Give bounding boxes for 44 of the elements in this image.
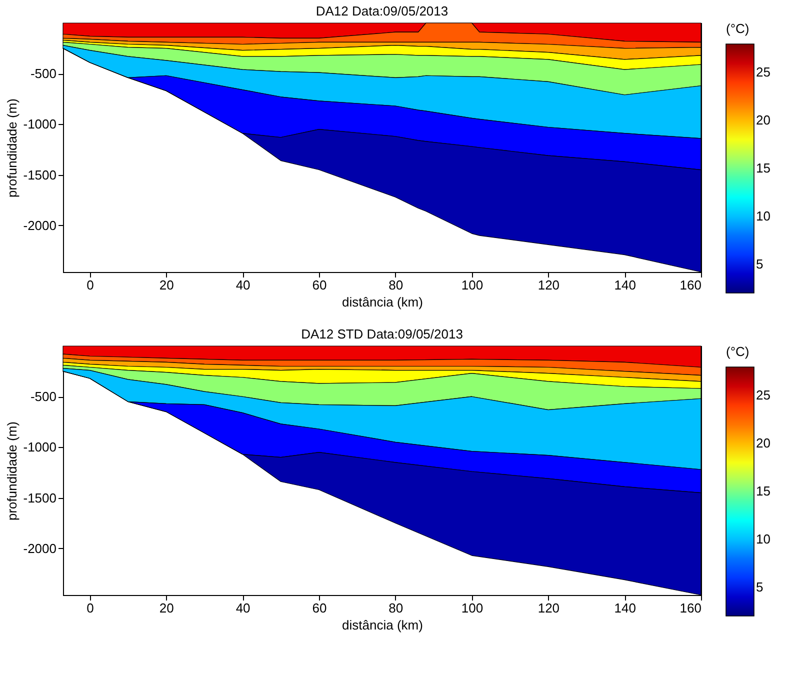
y-tick-label: -2000 [23, 540, 56, 556]
color-bar-label: 5 [756, 579, 764, 594]
x-tick-label: 120 [538, 278, 560, 292]
color-bar-title: (°C) [726, 21, 750, 36]
x-tick-label: 160 [680, 600, 702, 616]
chart-title: DA12 STD Data:09/05/2013 [301, 326, 463, 342]
x-tick-label: 100 [461, 278, 484, 292]
y-tick-label: -1000 [23, 440, 56, 455]
y-tick-label: -500 [30, 389, 56, 404]
color-bar-label: 25 [756, 64, 770, 80]
x-tick-label: 60 [312, 278, 327, 292]
x-tick-label: 100 [461, 600, 484, 616]
color-bar-label: 5 [756, 256, 764, 272]
color-bar-label: 10 [756, 208, 770, 224]
x-axis-title: distância (km) [342, 618, 423, 632]
color-bar-label: 15 [756, 160, 770, 176]
x-tick-label: 160 [680, 278, 702, 292]
x-tick-label: 120 [538, 600, 560, 616]
x-tick-label: 40 [236, 600, 250, 616]
x-tick-label: 60 [312, 600, 327, 616]
x-tick-label: 80 [388, 600, 404, 616]
chart-title: DA12 Data:09/05/2013 [316, 4, 448, 19]
color-bar-label: 20 [756, 112, 770, 128]
color-bar-label: 25 [756, 388, 770, 403]
x-tick-label: 140 [614, 600, 636, 616]
y-tick-label: -500 [30, 66, 56, 82]
y-axis-title: profundidade (m) [4, 98, 20, 198]
x-tick-label: 0 [86, 600, 94, 616]
y-tick-label: -1500 [23, 167, 56, 182]
x-tick-label: 0 [86, 278, 94, 292]
x-axis-title: distância (km) [342, 294, 423, 310]
x-tick-label: 140 [614, 278, 636, 292]
x-tick-label: 20 [159, 600, 174, 616]
y-tick-label: -2000 [23, 218, 56, 233]
y-tick-label: -1500 [23, 490, 56, 506]
y-axis-title: profundidade (m) [4, 422, 20, 520]
color-bar-title: (°C) [726, 344, 750, 359]
color-bar-label: 10 [756, 531, 770, 546]
x-tick-label: 40 [236, 278, 250, 292]
y-tick-label: -1000 [23, 116, 56, 132]
color-bar-label: 15 [756, 484, 770, 498]
x-tick-label: 80 [388, 278, 404, 292]
color-bar-label: 20 [756, 436, 770, 451]
x-tick-label: 20 [159, 278, 174, 292]
